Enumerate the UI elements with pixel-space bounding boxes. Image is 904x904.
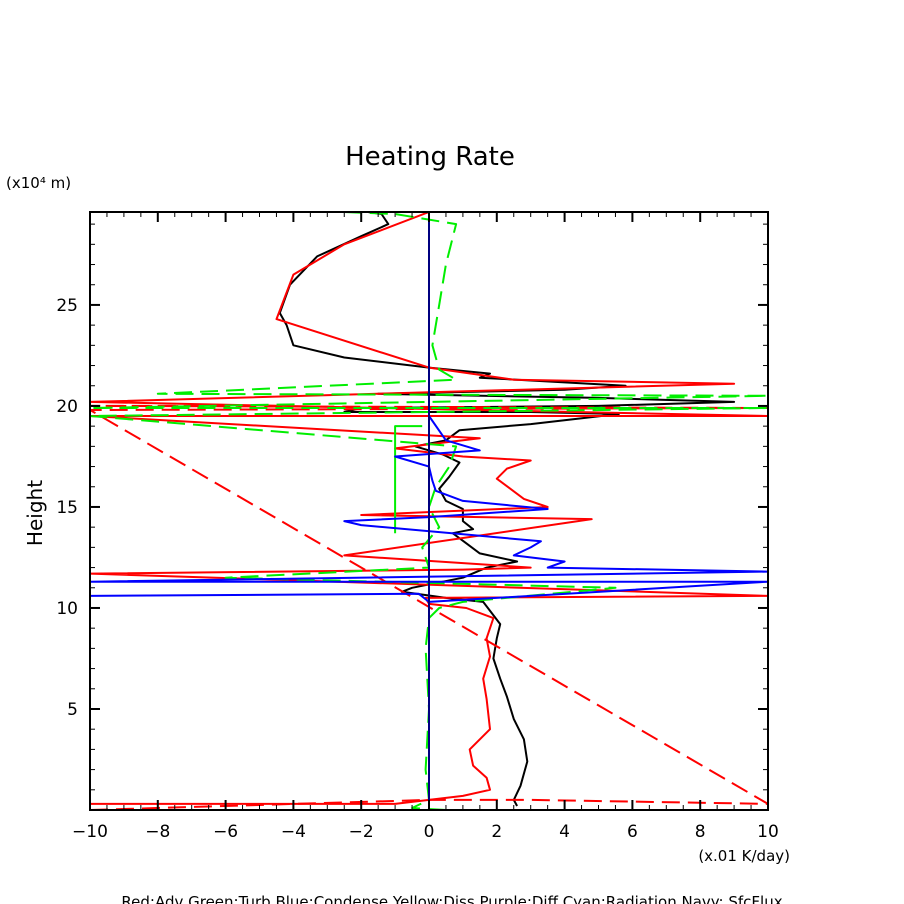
plot-frame — [89, 211, 769, 811]
y-tick-label: 10 — [56, 599, 78, 619]
series-line-3 — [90, 212, 768, 810]
series-line-1 — [90, 212, 768, 805]
x-tick-label: 4 — [559, 822, 570, 842]
x-tick-label: 0 — [424, 822, 435, 842]
y-tick-label: 15 — [56, 498, 78, 518]
x-axis-label: (x.01 K/day) — [698, 847, 790, 865]
x-tick-label: −8 — [145, 822, 170, 842]
x-tick-label: −2 — [349, 822, 374, 842]
y-axis-label: Height — [23, 480, 47, 546]
y-tick-label: 20 — [56, 397, 78, 417]
series-line-4 — [394, 425, 423, 534]
x-tick-label: 10 — [757, 822, 779, 842]
x-tick-label: −10 — [72, 822, 108, 842]
x-tick-label: 2 — [491, 822, 502, 842]
y-unit-label: (x10⁴ m) — [6, 174, 71, 192]
x-tick-label: 6 — [627, 822, 638, 842]
x-tick-labels: −10 −8 −6 −4 −2 0 2 4 6 8 10 — [72, 822, 779, 842]
x-tick-label: 8 — [695, 822, 706, 842]
y-tick-label: 25 — [56, 296, 78, 316]
y-tick-labels: 5 10 15 20 25 — [56, 296, 78, 720]
legend-text: Red:Adv Green:Turb Blue:Condense Yellow:… — [121, 893, 782, 904]
series-line-6 — [428, 212, 768, 810]
x-tick-label: −4 — [281, 822, 306, 842]
y-tick-label: 5 — [67, 700, 78, 720]
chart-title: Heating Rate — [345, 142, 515, 172]
series-line-5 — [90, 415, 768, 603]
series-layer — [90, 212, 768, 810]
x-tick-label: −6 — [213, 822, 238, 842]
